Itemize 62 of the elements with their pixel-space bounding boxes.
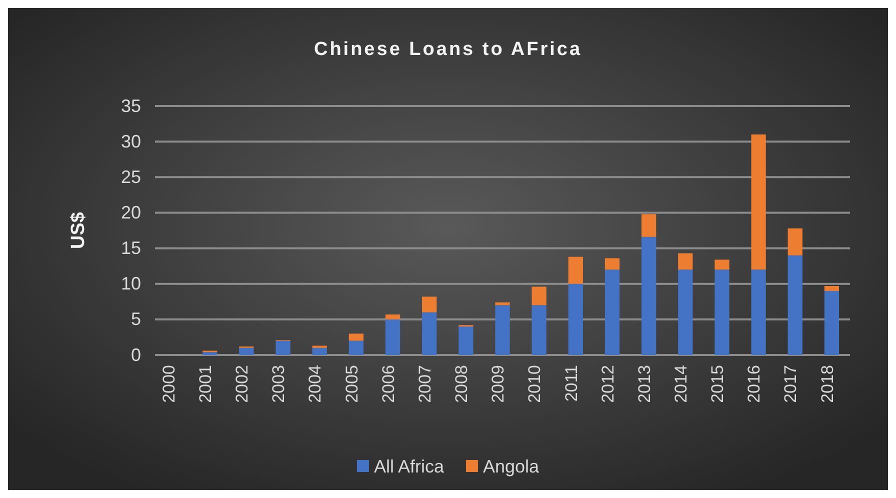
x-tick-label: 2012 (598, 365, 618, 403)
bar (604, 258, 620, 270)
bar (239, 348, 254, 355)
bar (824, 286, 840, 291)
bar (714, 270, 730, 355)
x-tick-label: 2018 (818, 365, 837, 403)
x-tick-label: 2008 (452, 365, 472, 403)
x-tick-label: 2000 (159, 365, 178, 403)
bar (678, 270, 693, 355)
bar (202, 352, 218, 355)
bar (532, 305, 546, 355)
bar (678, 253, 693, 270)
x-tick-label: 2014 (671, 365, 690, 403)
x-tick-label: 2004 (306, 365, 325, 403)
x-tick-label: 2017 (781, 365, 800, 403)
bar (348, 334, 364, 341)
bar (385, 314, 400, 320)
x-tick-label: 2016 (744, 365, 764, 403)
bar (532, 286, 546, 306)
chart-title: Chinese Loans to AFrica (314, 39, 582, 60)
y-axis-title: US$ (68, 212, 89, 249)
y-tick-label: 5 (130, 309, 141, 330)
bar (568, 284, 583, 355)
legend-label: Angola (482, 456, 540, 476)
bar (788, 255, 802, 355)
bar (604, 270, 620, 355)
x-tick-label: 2013 (634, 365, 654, 403)
bar (714, 260, 730, 270)
bar (751, 134, 766, 270)
bar (385, 319, 400, 355)
bar (348, 340, 364, 355)
y-tick-label: 10 (120, 274, 141, 294)
y-tick-label: 25 (120, 166, 141, 187)
bar (422, 296, 437, 312)
x-tick-label: 2001 (196, 365, 215, 403)
x-tick-label: 2015 (708, 365, 728, 403)
bar (458, 326, 474, 355)
legend-label: All Africa (374, 456, 445, 476)
x-tick-label: 2009 (488, 365, 508, 403)
bar (824, 290, 840, 355)
bar (422, 312, 437, 355)
bar (495, 302, 510, 306)
y-tick-label: 30 (120, 131, 141, 152)
x-tick-label: 2003 (269, 365, 288, 403)
bar (312, 348, 327, 355)
y-tick-label: 35 (120, 96, 141, 116)
x-tick-label: 2010 (525, 365, 544, 403)
y-tick-label: 15 (120, 238, 141, 258)
bar (642, 236, 656, 355)
x-tick-label: 2005 (342, 365, 362, 403)
x-tick-label: 2011 (562, 365, 581, 402)
bar (276, 340, 290, 355)
bar (751, 270, 766, 355)
bar (788, 228, 802, 256)
bar (642, 214, 656, 237)
y-tick-label: 20 (120, 202, 141, 222)
x-tick-label: 2002 (232, 365, 252, 403)
x-tick-label: 2007 (415, 365, 434, 403)
bar (568, 256, 583, 284)
x-tick-label: 2006 (378, 365, 398, 403)
y-tick-label: 0 (130, 344, 141, 365)
bar (495, 305, 510, 355)
